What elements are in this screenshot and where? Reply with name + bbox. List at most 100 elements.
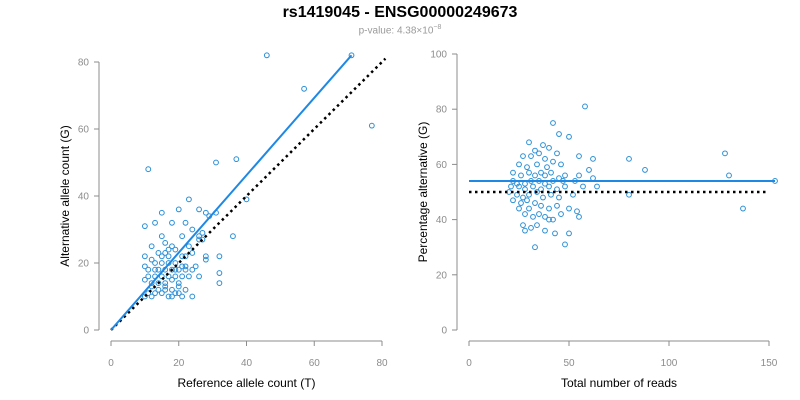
left-data-point	[186, 273, 192, 280]
right-data-point	[522, 227, 528, 234]
right-data-point	[544, 164, 550, 171]
left-data-point	[368, 122, 375, 129]
right-data-point	[532, 147, 538, 154]
right-data-point	[546, 216, 552, 223]
left-data-point	[233, 156, 240, 163]
right-data-point	[576, 172, 582, 179]
right-data-point	[590, 175, 596, 182]
right-data-point	[522, 180, 528, 187]
right-data-point	[520, 194, 526, 201]
right-data-point	[566, 133, 572, 140]
left-data-point	[158, 209, 165, 216]
right-data-point	[508, 183, 514, 190]
left-x-tick-label: 40	[241, 358, 253, 369]
left-data-point	[263, 52, 270, 59]
right-data-point	[526, 169, 532, 176]
right-data-point	[532, 244, 538, 251]
right-data-point	[548, 169, 554, 176]
right-data-point	[548, 191, 554, 198]
left-data-point	[179, 233, 186, 240]
right-data-point	[590, 155, 596, 162]
right-data-point	[580, 183, 586, 190]
left-data-point	[169, 243, 175, 250]
right-data-point	[582, 103, 588, 110]
right-data-point	[558, 161, 564, 168]
right-data-point	[510, 169, 516, 176]
left-data-point	[155, 250, 162, 256]
right-y-tick-label: 20	[436, 270, 448, 281]
left-data-point	[172, 246, 179, 253]
left-plot: 0 20 40 60 80 0 20 40 60 80 Reference allele count…	[58, 52, 388, 390]
right-data-point	[524, 164, 530, 171]
left-data-point	[162, 283, 169, 290]
left-data-point	[155, 280, 162, 287]
left-data-point	[165, 253, 172, 260]
right-data-point	[556, 131, 562, 137]
left-data-point	[189, 266, 196, 273]
right-data-point	[538, 169, 544, 176]
right-x-tick-label: 150	[761, 358, 778, 369]
left-y-tick-label: 0	[83, 326, 89, 337]
left-data-point	[148, 243, 155, 250]
right-data-point	[576, 213, 582, 220]
right-data-point	[534, 161, 540, 168]
left-data-point	[175, 266, 182, 273]
right-y-tick-label: 40	[436, 215, 448, 226]
left-data-point	[216, 280, 223, 287]
right-data-point	[536, 150, 542, 157]
left-data-point	[169, 266, 175, 273]
left-data-point	[182, 263, 189, 270]
left-data-point	[148, 280, 155, 287]
right-x-tick-label: 100	[661, 358, 678, 369]
right-data-point	[740, 205, 746, 212]
right-y-axis-title: Percentage alternative (G)	[416, 122, 430, 263]
pvalue-text: p-value: 4.38×10	[358, 25, 434, 37]
left-data-point	[179, 273, 186, 280]
left-data-point	[199, 229, 206, 236]
left-data-point	[165, 293, 172, 300]
right-data-point	[534, 222, 540, 229]
right-y-tick-label: 0	[441, 326, 447, 337]
right-data-point	[520, 153, 526, 160]
right-data-point	[534, 189, 540, 195]
right-data-point	[546, 144, 552, 151]
right-data-point	[532, 172, 538, 179]
right-data-point	[542, 227, 548, 234]
right-data-point	[540, 194, 546, 201]
right-data-point	[554, 186, 560, 193]
left-data-point	[216, 253, 223, 260]
left-data-point	[155, 266, 162, 273]
left-data-point	[175, 280, 182, 287]
right-y-tick-label: 80	[436, 105, 448, 116]
left-data-point	[148, 293, 155, 300]
left-data-point	[213, 159, 219, 166]
right-data-point	[538, 202, 544, 209]
left-reference-line	[110, 57, 387, 331]
right-data-point	[522, 211, 528, 217]
pvalue-exponent: −8	[433, 24, 442, 31]
left-data-point	[141, 253, 148, 260]
left-data-point	[230, 233, 236, 240]
right-data-point	[528, 153, 534, 160]
left-data-point	[169, 286, 175, 293]
right-y-tick-label: 100	[430, 50, 447, 61]
right-data-point	[552, 230, 558, 237]
right-data-point	[540, 142, 546, 148]
left-data-point	[152, 266, 158, 273]
left-data-point	[179, 293, 186, 300]
left-y-tick-label: 20	[78, 259, 90, 270]
right-data-point	[542, 213, 548, 220]
right-data-point	[518, 172, 524, 179]
left-data-point	[158, 233, 165, 240]
right-data-point	[542, 155, 548, 162]
left-data-point	[186, 243, 192, 250]
right-data-point	[546, 183, 552, 190]
left-data-point	[145, 290, 152, 297]
left-data-point	[189, 226, 196, 233]
right-data-point	[526, 139, 532, 146]
right-x-tick-label: 50	[563, 358, 575, 369]
right-data-point	[510, 197, 516, 204]
left-data-point	[169, 293, 175, 300]
right-data-point	[526, 205, 532, 212]
left-data-point	[202, 253, 209, 260]
